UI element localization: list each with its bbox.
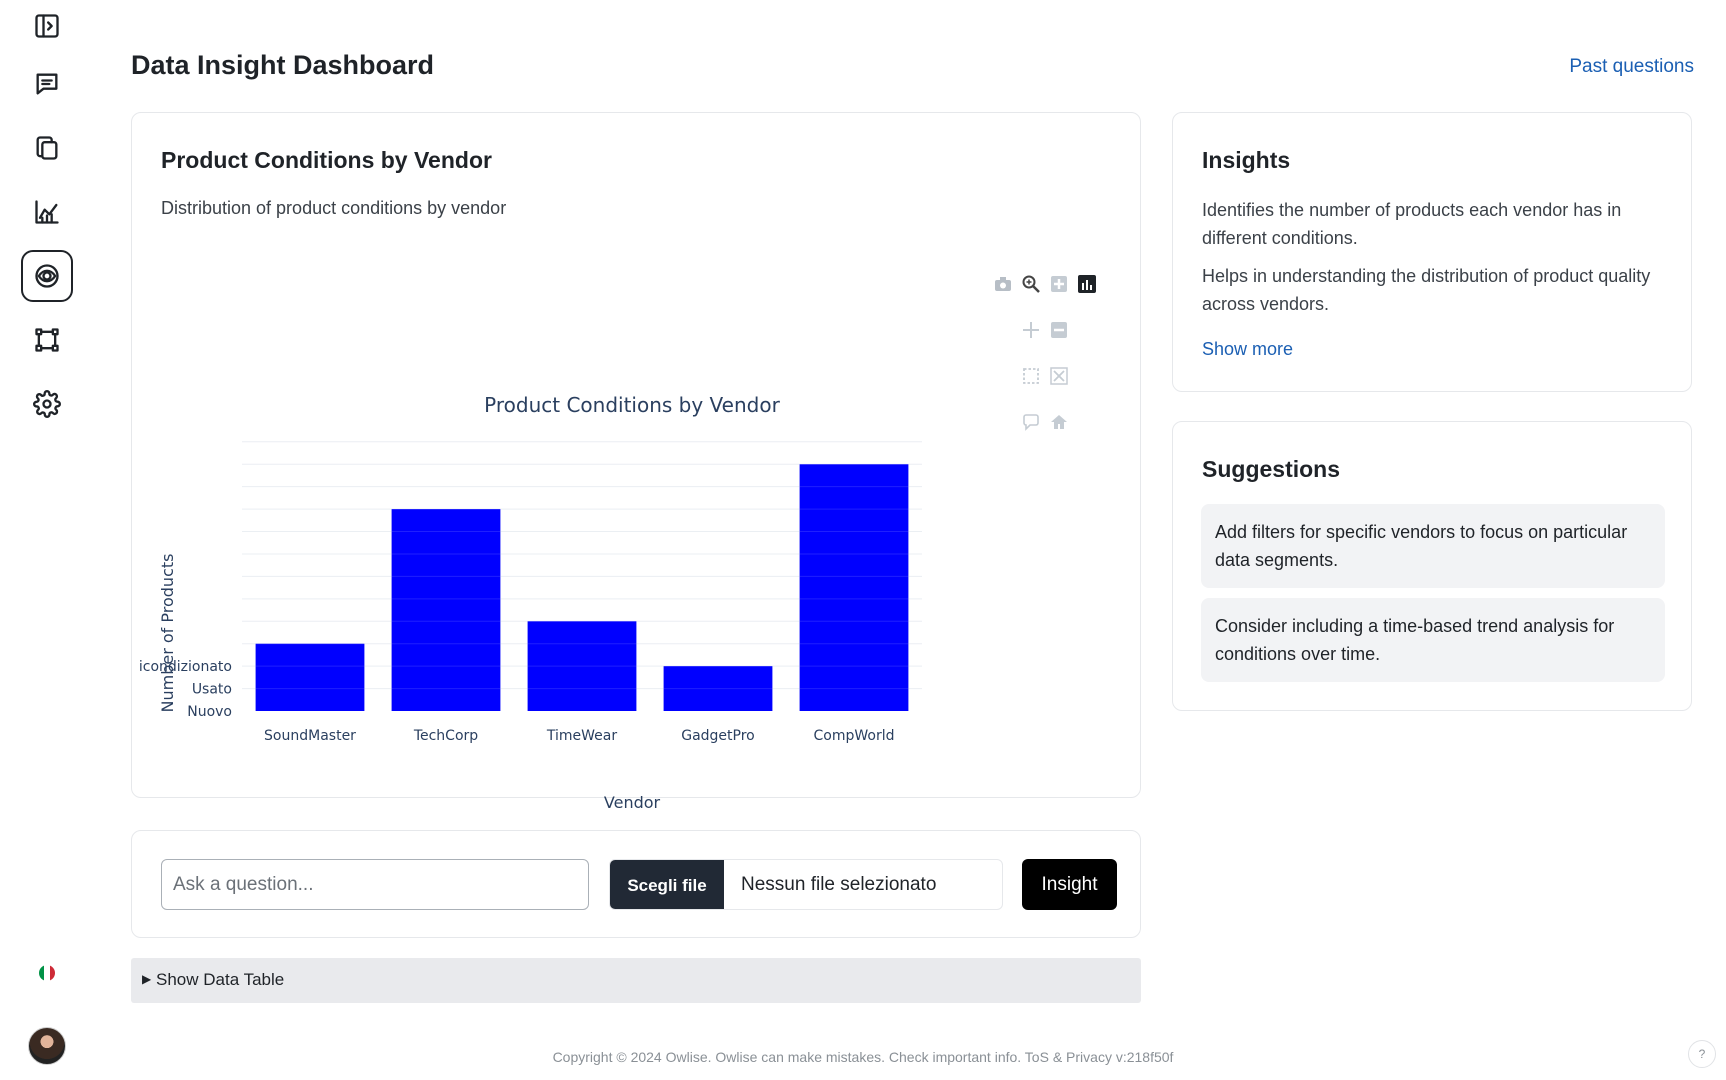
- home-icon[interactable]: [1048, 411, 1070, 433]
- autoscale-icon[interactable]: [1048, 365, 1070, 387]
- sidebar-toggle-button[interactable]: [21, 0, 73, 52]
- flag-stripe-red: [49, 965, 55, 981]
- question-input[interactable]: [161, 859, 589, 910]
- zoom-out-icon[interactable]: [1048, 319, 1070, 341]
- insights-title: Insights: [1202, 147, 1291, 173]
- camera-icon[interactable]: [992, 273, 1014, 295]
- suggestion-item[interactable]: Add filters for specific vendors to focu…: [1201, 504, 1665, 588]
- question-form: Scegli file Nessun file selezionato Insi…: [131, 830, 1141, 938]
- box-select-icon[interactable]: [1020, 365, 1042, 387]
- chart-bar[interactable]: [799, 464, 909, 711]
- show-data-table-toggle[interactable]: ▶ Show Data Table: [131, 958, 1141, 1003]
- gear-icon: [33, 390, 61, 418]
- chart-bar[interactable]: [391, 509, 501, 711]
- chart-bar[interactable]: [255, 643, 365, 711]
- flag-stripe-white: [44, 965, 50, 981]
- sidebar-item-insight[interactable]: [21, 250, 73, 302]
- sidebar-item-documents[interactable]: [21, 122, 73, 174]
- documents-icon: [36, 136, 58, 160]
- hover-compare-icon[interactable]: [1020, 411, 1042, 433]
- chart-card: Product Conditions by Vendor Distributio…: [131, 112, 1141, 812]
- avatar[interactable]: [28, 1027, 66, 1065]
- chart-x-tick-label: GadgetPro: [681, 728, 755, 744]
- chart-x-tick-label: CompWorld: [814, 728, 895, 744]
- help-button[interactable]: ?: [1688, 1040, 1716, 1068]
- sidebar-item-analytics[interactable]: [21, 186, 73, 238]
- chart-y-tick-labels: Nuovo Usato icondizionato: [139, 659, 232, 720]
- show-more-link[interactable]: Show more: [1202, 339, 1294, 359]
- italy-flag-icon[interactable]: [39, 965, 55, 981]
- file-picker[interactable]: Scegli file Nessun file selezionato: [609, 859, 1003, 910]
- eye-scan-icon: [35, 264, 59, 288]
- zoom-in-icon[interactable]: [1048, 273, 1070, 295]
- footer-text: Copyright © 2024 Owlise. Owlise can make…: [552, 1049, 1174, 1065]
- past-questions-link[interactable]: Past questions: [1569, 56, 1694, 77]
- plotly-logo-icon[interactable]: [1076, 273, 1098, 295]
- chart-bar[interactable]: [527, 621, 637, 711]
- show-data-table-label: Show Data Table: [156, 970, 285, 989]
- bar-chart: Product Conditions by Vendor Nuovo Usato i…: [139, 393, 922, 812]
- sidebar-item-settings[interactable]: [21, 378, 73, 430]
- zoom-icon[interactable]: [1020, 273, 1042, 295]
- pan-icon[interactable]: [1020, 319, 1042, 341]
- sidebar-toggle-icon: [35, 14, 59, 38]
- chart-bars: [242, 441, 922, 711]
- line-chart-icon: [35, 200, 59, 224]
- caret-right-icon: ▶: [142, 972, 152, 986]
- sidebar-item-workflow[interactable]: [21, 314, 73, 366]
- choose-file-button[interactable]: Scegli file: [610, 860, 724, 909]
- insight-item: Helps in understanding the distribution …: [1202, 266, 1651, 314]
- chart-x-tick-label: TimeWear: [546, 728, 617, 744]
- sidebar: [0, 0, 94, 1080]
- chart-x-tick-labels: SoundMaster TechCorp TimeWear GadgetPro Comp…: [264, 728, 894, 744]
- chart-x-tick-label: TechCorp: [413, 728, 478, 744]
- chart-y-tick-label: Nuovo: [187, 704, 232, 720]
- insights-card: Insights Identifies the number of produc…: [1172, 112, 1692, 392]
- chart-title: Product Conditions by Vendor: [484, 393, 780, 417]
- chart-x-axis-label: Vendor: [604, 793, 661, 812]
- chart-bar[interactable]: [663, 666, 773, 711]
- suggestion-item[interactable]: Consider including a time-based trend an…: [1201, 598, 1665, 682]
- chart-y-axis-label: Number of Products: [158, 554, 177, 713]
- insight-item: Identifies the number of products each v…: [1202, 200, 1622, 248]
- sidebar-item-chat[interactable]: [21, 58, 73, 110]
- chart-y-tick-label: icondizionato: [139, 659, 232, 675]
- chat-icon: [36, 73, 58, 95]
- file-status-label: Nessun file selezionato: [741, 874, 937, 895]
- page-title: Data Insight Dashboard: [131, 50, 435, 80]
- chart-y-tick-label: Usato: [192, 682, 232, 698]
- chart-x-tick-label: SoundMaster: [264, 728, 356, 744]
- nodes-icon: [35, 328, 59, 352]
- chart-card-title: Product Conditions by Vendor: [161, 147, 492, 173]
- flag-stripe-green: [39, 965, 45, 981]
- insight-submit-button[interactable]: Insight: [1022, 859, 1117, 910]
- suggestions-title: Suggestions: [1202, 456, 1341, 482]
- chart-card-subtitle: Distribution of product conditions by ve…: [161, 198, 507, 218]
- suggestions-card: Suggestions Add filters for specific ven…: [1172, 421, 1692, 711]
